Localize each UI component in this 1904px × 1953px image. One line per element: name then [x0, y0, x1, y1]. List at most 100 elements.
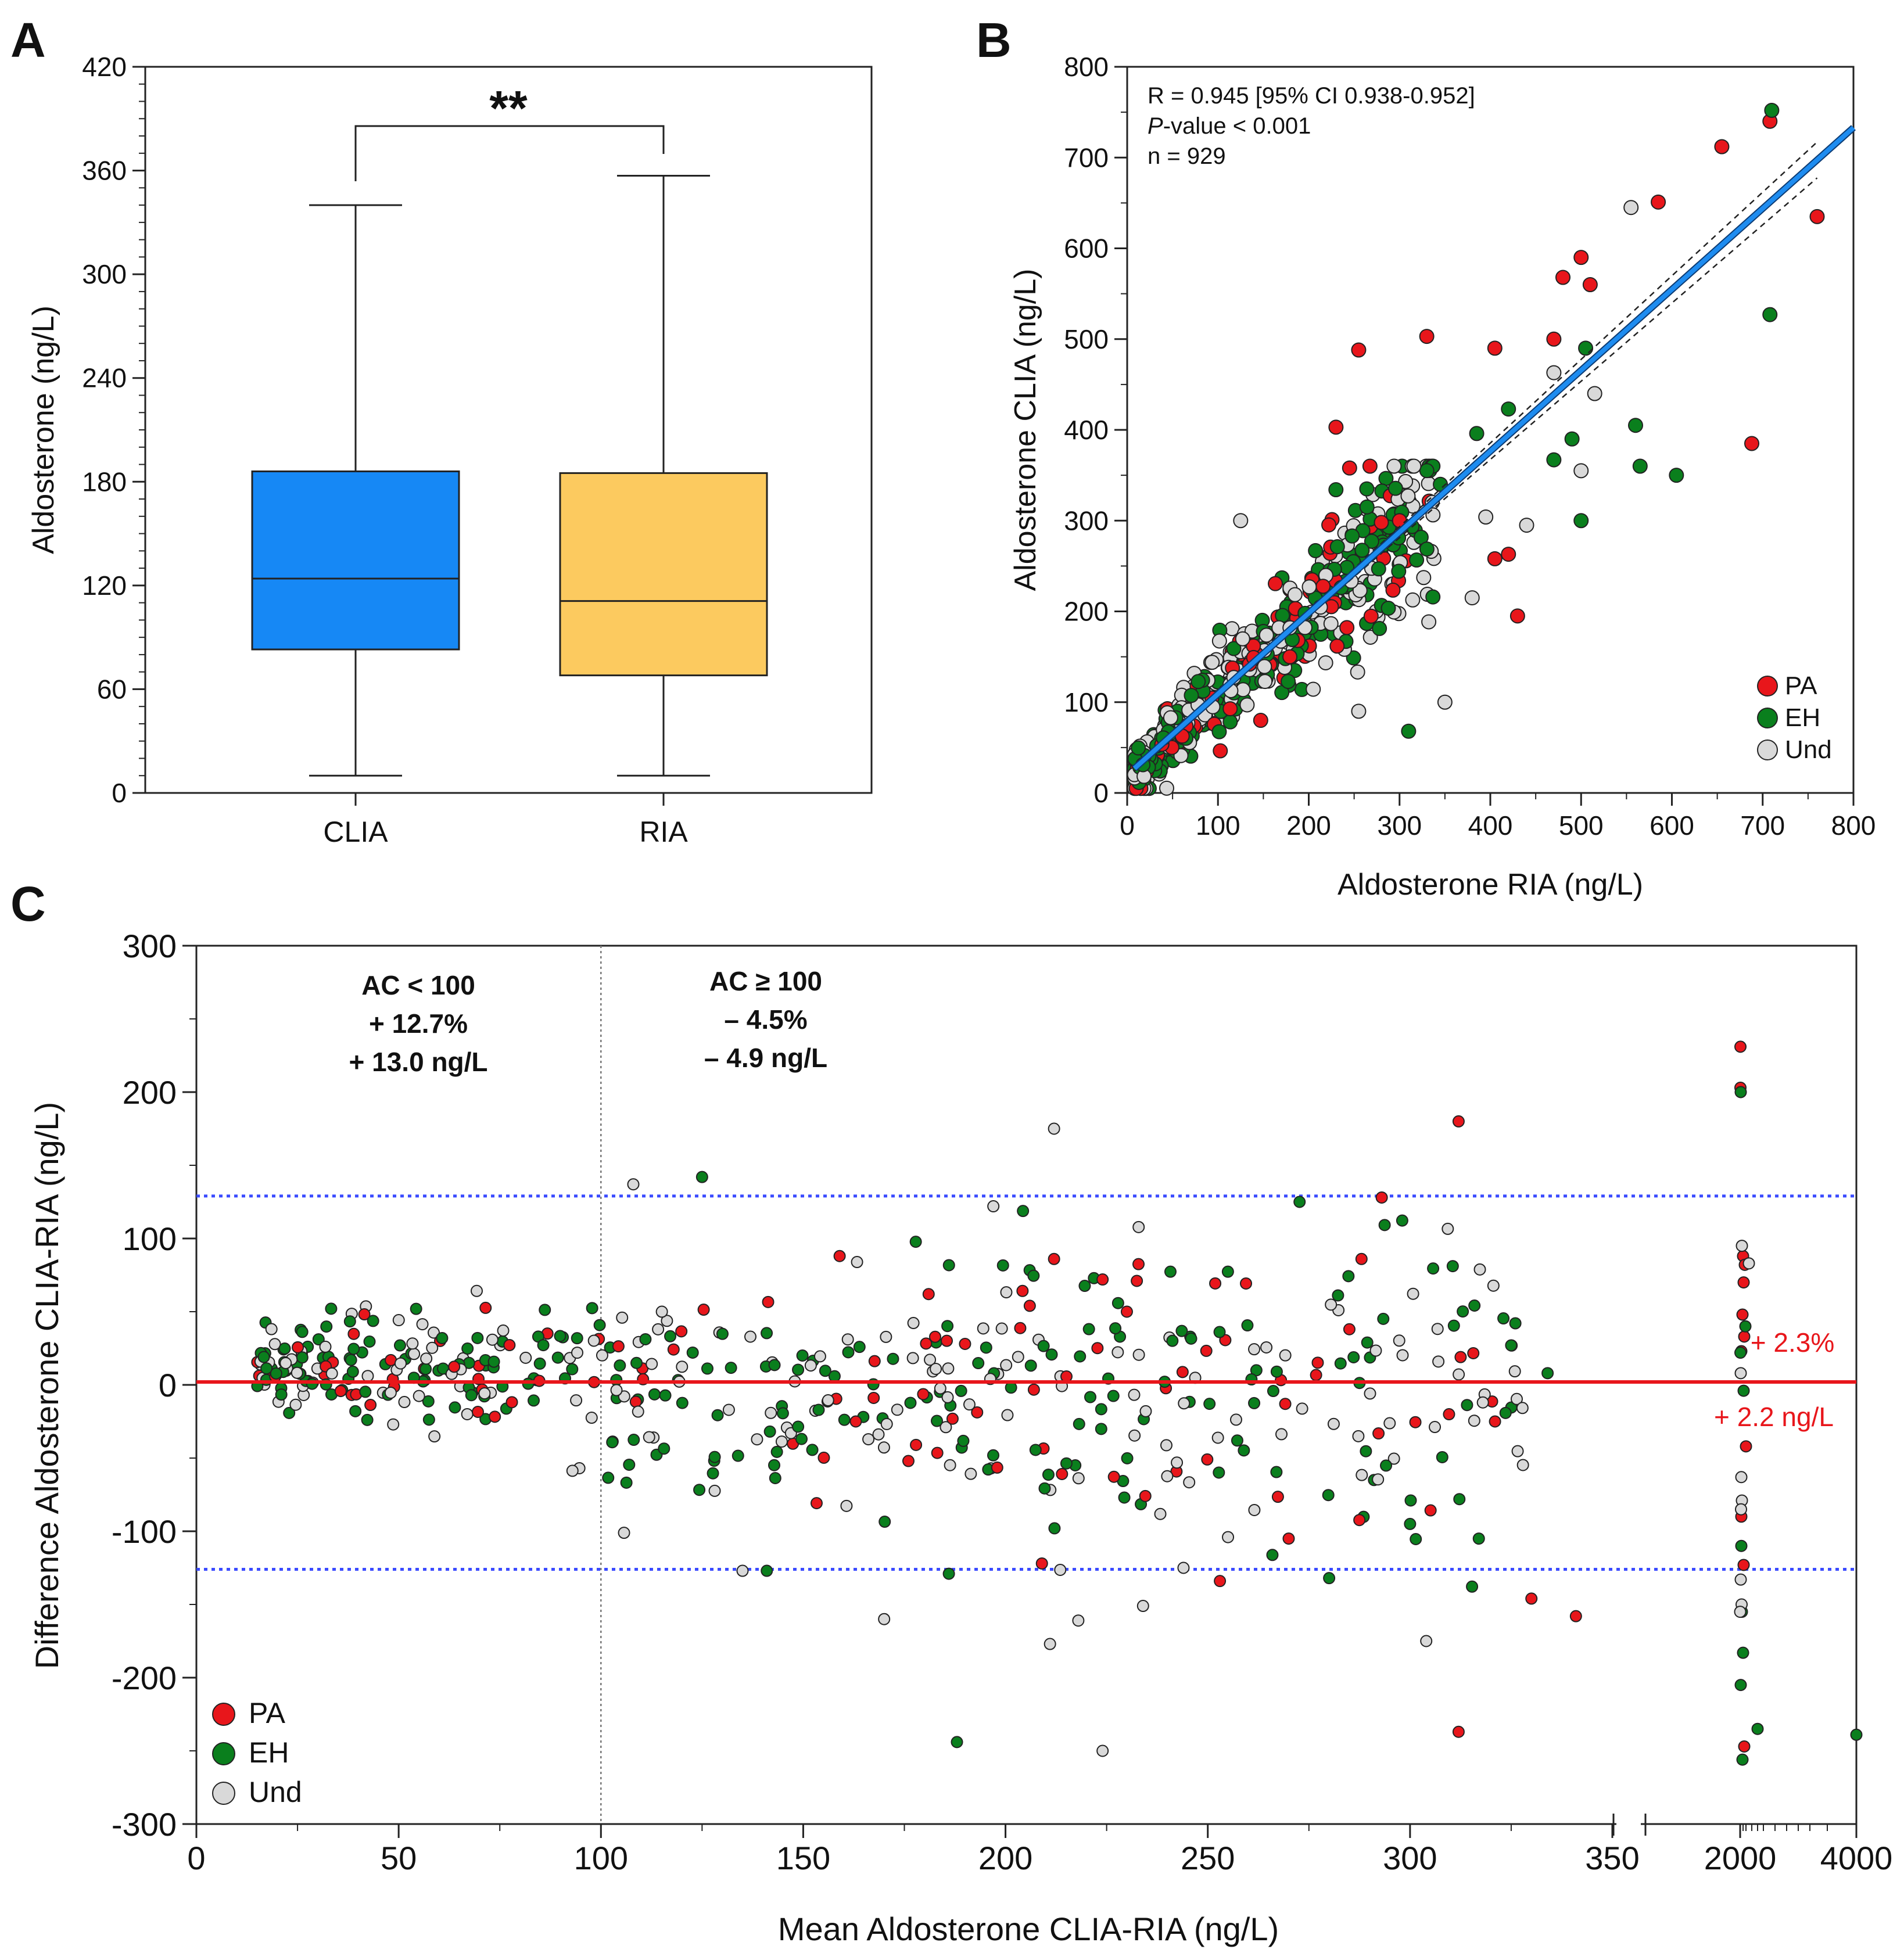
point-eh [325, 1302, 338, 1315]
panel-c-frame [195, 945, 1858, 1825]
point-eh [1457, 1305, 1469, 1318]
point-eh [1231, 1434, 1243, 1447]
point-eh [1191, 674, 1206, 690]
point-eh [942, 1567, 955, 1580]
point-und [1416, 570, 1432, 586]
point-und [610, 1384, 623, 1396]
point-eh [1074, 1350, 1087, 1363]
y-tick-label: 300 [123, 928, 177, 964]
point-pa [1454, 1351, 1467, 1363]
point-eh [716, 1327, 729, 1340]
point-eh [1401, 723, 1417, 739]
point-pa [1409, 1416, 1422, 1428]
point-pa [675, 1325, 688, 1338]
y-tick-label: 0 [159, 1367, 177, 1403]
point-eh [623, 1458, 636, 1471]
point-eh [361, 1413, 374, 1426]
point-pa [1737, 1276, 1750, 1289]
point-eh [879, 1516, 891, 1528]
point-eh [1501, 401, 1516, 417]
point-eh [987, 1449, 1000, 1462]
point-und [655, 1305, 668, 1318]
point-pa [971, 1406, 984, 1419]
point-pa [867, 1391, 880, 1404]
point-eh [312, 1333, 325, 1346]
y-tick-label: -200 [112, 1660, 177, 1696]
point-und [1350, 664, 1365, 680]
point-eh [1166, 1334, 1179, 1347]
y-tick-label: 0 [112, 778, 127, 808]
point-und [1163, 710, 1178, 726]
point-eh [1564, 431, 1580, 447]
point-eh [533, 1357, 546, 1370]
point-eh [1466, 1580, 1479, 1593]
point-eh [676, 1396, 689, 1409]
point-und [392, 1314, 405, 1327]
point-eh [1736, 1753, 1749, 1766]
point-pa [1424, 1504, 1437, 1517]
point-eh [1185, 1332, 1197, 1345]
point-pa [931, 1446, 944, 1459]
point-pa [1353, 1514, 1366, 1527]
point-und [1510, 1392, 1523, 1405]
point-eh [349, 1405, 362, 1417]
y-tick-label: 120 [82, 570, 127, 601]
point-eh [1323, 1572, 1336, 1585]
point-eh [1751, 1722, 1764, 1735]
sample-size: n = 929 [1148, 143, 1226, 169]
point-und [279, 1357, 292, 1370]
point-und [1351, 703, 1367, 719]
correlation-r: R = 0.945 [95% CI 0.938-0.952] [1148, 83, 1475, 109]
point-eh [686, 1346, 699, 1359]
point-und [964, 1467, 977, 1480]
panel-c-x-label: Mean Aldosterone CLIA-RIA (ng/L) [778, 1911, 1279, 1947]
point-eh [1322, 1489, 1335, 1502]
point-und [1301, 579, 1317, 595]
point-eh [1037, 1340, 1050, 1352]
point-eh [1281, 674, 1296, 690]
point-pa [1374, 515, 1389, 530]
point-und [1487, 1279, 1500, 1292]
point-und [1233, 513, 1249, 529]
point-eh [1078, 1280, 1091, 1293]
point-pa [471, 1405, 484, 1418]
point-pa [1213, 743, 1228, 759]
point-und [822, 1394, 834, 1407]
point-pa [1209, 1277, 1222, 1290]
point-eh [711, 1409, 724, 1421]
x-tick-label: 400 [1468, 810, 1513, 841]
point-pa [1355, 1252, 1368, 1265]
point-und [616, 1311, 629, 1324]
point-eh [1396, 1214, 1408, 1227]
point-eh [1121, 1452, 1134, 1464]
point-eh [1764, 103, 1780, 118]
point-und [813, 1350, 826, 1363]
point-und [1352, 1430, 1365, 1442]
point-pa [1573, 250, 1589, 265]
point-eh [522, 1377, 535, 1390]
point-eh [1380, 1459, 1393, 1472]
point-pa [503, 1339, 516, 1352]
point-eh [566, 1363, 579, 1376]
point-und [478, 1387, 491, 1400]
point-eh [1573, 513, 1589, 529]
p-letter: P [1148, 113, 1163, 139]
point-eh [1472, 1532, 1485, 1545]
high-range-abs: – 4.9 ng/L [704, 1043, 827, 1073]
bias-abs-label: + 2.2 ng/L [1714, 1402, 1834, 1432]
point-eh [296, 1326, 309, 1338]
point-und [1393, 1334, 1405, 1347]
point-und [1132, 1220, 1145, 1233]
point-eh [1850, 1728, 1863, 1741]
point-und [1044, 1638, 1056, 1650]
x-tick-label: 100 [1196, 810, 1240, 841]
point-und [1369, 1344, 1382, 1357]
point-pa [1315, 579, 1331, 594]
point-eh [1017, 1205, 1030, 1218]
point-pa [1546, 331, 1562, 347]
point-pa [1328, 419, 1344, 435]
point-pa [1509, 608, 1525, 624]
point-eh [1107, 1390, 1120, 1402]
point-eh [554, 1330, 566, 1342]
